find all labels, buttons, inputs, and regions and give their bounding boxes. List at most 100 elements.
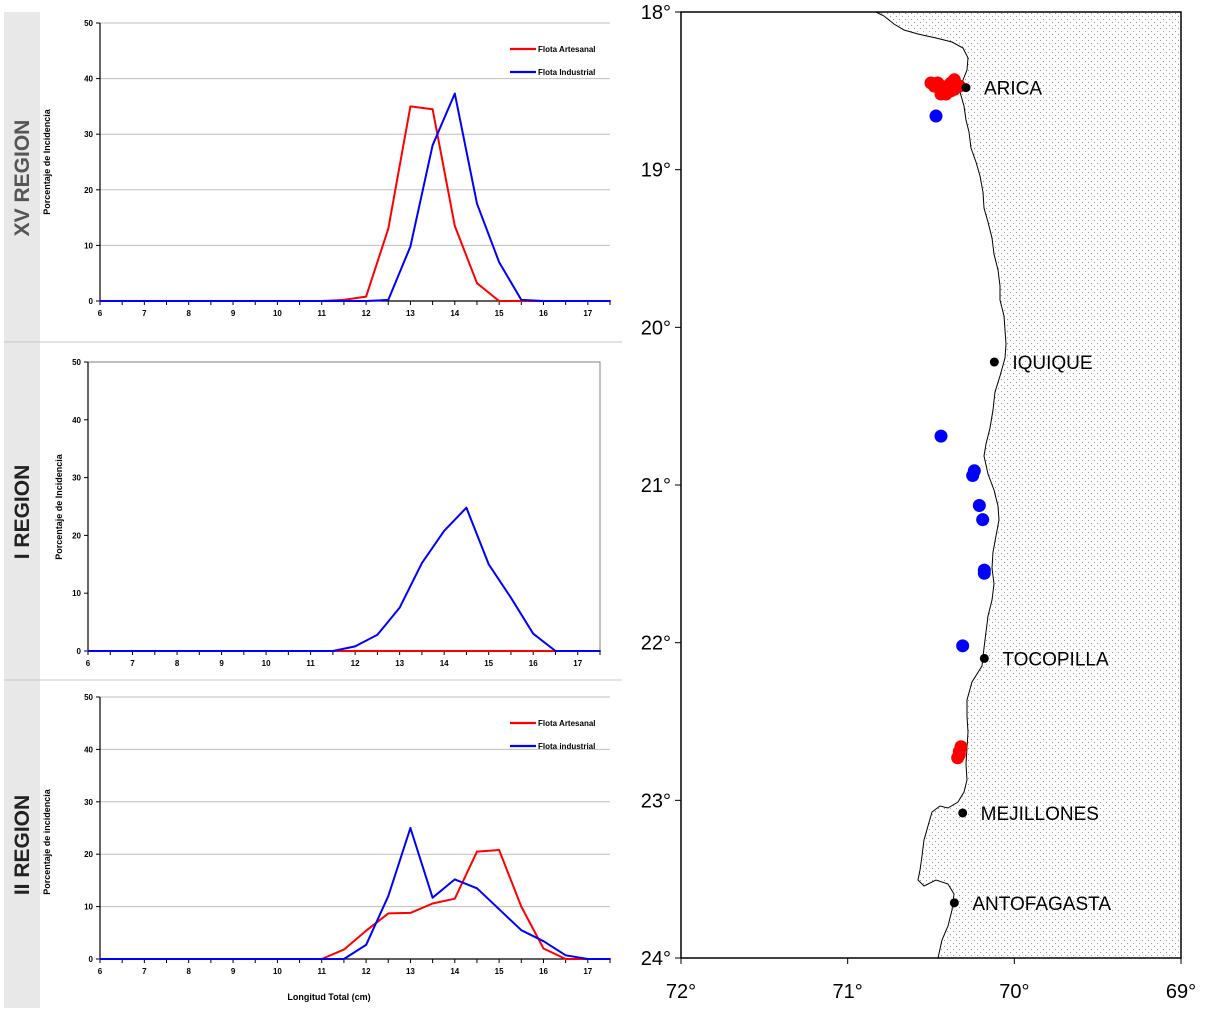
y-tick-label: 20 [84,850,93,859]
y-tick-label: 40 [84,745,93,754]
data-point [542,300,545,302]
series-line-industrial [100,827,610,960]
x-tick-label: 8 [186,309,191,318]
data-point [487,650,490,652]
y-tick-label: 0 [89,955,94,964]
x-tick-label: 10 [273,967,282,976]
y-tick-label: 10 [84,903,93,912]
catch-point-industrial [956,639,970,653]
y-tick-label: 30 [84,798,93,807]
x-axis-title: Longitud Total (cm) [287,992,370,1002]
x-tick-label: 14 [450,309,459,318]
x-tick-label: 13 [406,967,415,976]
lat-label: 21° [641,475,671,497]
legend-label: Flota Artesanal [538,719,596,728]
data-point [220,650,223,652]
land-area [875,11,1182,959]
data-point [387,227,390,230]
data-point [532,650,535,652]
x-tick-label: 15 [495,309,504,318]
data-point [510,650,512,652]
city-label: ANTOFAGASTA [972,894,1111,915]
data-point [453,897,456,900]
data-point [498,849,501,851]
data-point [176,650,178,652]
x-tick-label: 16 [529,659,538,668]
data-point [465,506,468,509]
catch-point-industrial [934,429,948,443]
data-point [431,902,434,905]
series-line-artesanal [100,849,610,960]
data-point [331,650,334,652]
data-point [276,300,279,302]
catch-point-artesanal [934,87,948,101]
data-point [232,958,234,960]
data-point [298,300,301,302]
data-point [99,958,101,960]
data-point [564,958,567,960]
data-point [99,300,101,302]
data-point [409,911,412,914]
catch-point-industrial [966,469,980,483]
data-point [287,650,290,652]
data-point [609,958,611,960]
data-point [365,929,367,932]
data-point [409,245,412,248]
data-point [398,606,401,609]
data-point [354,645,357,648]
data-point [476,887,478,890]
data-point [209,300,212,302]
data-point [498,261,501,263]
x-tick-label: 16 [539,309,548,318]
data-point [254,300,257,302]
data-point [542,947,545,950]
x-tick-label: 14 [450,967,459,976]
lat-label: 22° [641,633,671,655]
y-tick-label: 50 [84,19,93,28]
data-point [465,650,468,652]
plot-frame [87,361,601,652]
data-point [510,596,512,599]
x-tick-label: 14 [440,659,449,668]
data-point [387,298,390,301]
data-point [421,650,423,652]
length-frequency-charts: XV REGION I REGION II REGION Porcentaje … [4,12,622,1008]
data-point [376,633,379,636]
data-point [354,650,357,652]
data-point [376,650,379,652]
data-point [453,92,456,95]
region-label-ii: II REGION [11,795,34,895]
x-tick-label: 15 [484,659,493,668]
data-point [476,850,478,853]
data-point [109,650,112,652]
region-label-xv: XV REGION [11,120,34,237]
catch-point-artesanal [952,748,966,762]
x-tick-label: 6 [98,967,103,976]
data-point [254,958,257,960]
data-point [265,650,267,652]
city-marker [958,808,968,818]
catch-locations [924,73,991,765]
data-point [431,896,434,899]
region-label-i: I REGION [11,465,34,560]
data-point [298,958,301,960]
x-tick-label: 7 [130,659,135,668]
x-tick-label: 9 [219,659,224,668]
lon-label: 70° [999,981,1029,1003]
data-point [87,650,89,652]
data-point [542,940,545,943]
y-tick-label: 30 [84,130,93,139]
data-point [586,958,589,960]
data-point [131,650,134,652]
x-tick-label: 9 [231,967,236,976]
data-point [165,958,168,960]
city-label: IQUIQUE [1012,353,1092,374]
data-point [153,650,156,652]
data-point [276,958,279,960]
chart-i-region: 0 10 20 30 40 50 6 7 8 9 10 11 12 13 14 15 16 17 [72,358,601,668]
data-point [320,958,323,960]
data-point [398,650,401,652]
y-tick-label: 0 [77,647,82,656]
y-tick-label: 20 [84,186,93,195]
x-tick-label: 6 [98,309,103,318]
